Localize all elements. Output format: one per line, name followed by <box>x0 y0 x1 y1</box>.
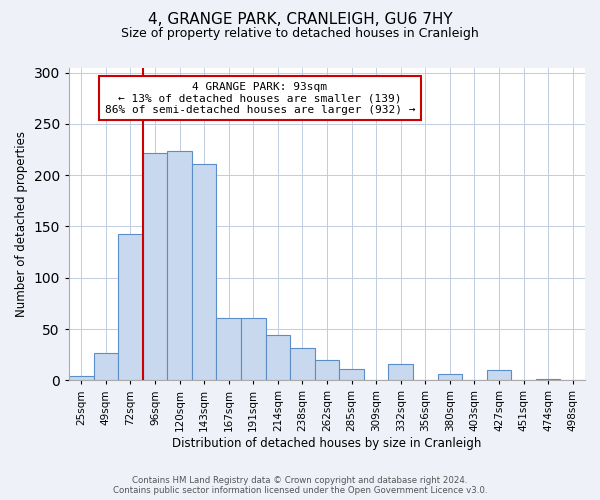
Bar <box>192 164 217 380</box>
Text: 4 GRANGE PARK: 93sqm
← 13% of detached houses are smaller (139)
86% of semi-deta: 4 GRANGE PARK: 93sqm ← 13% of detached h… <box>104 82 415 115</box>
Bar <box>437 374 462 380</box>
Bar <box>167 150 192 380</box>
Bar <box>339 369 364 380</box>
Bar <box>388 364 413 380</box>
Text: 4, GRANGE PARK, CRANLEIGH, GU6 7HY: 4, GRANGE PARK, CRANLEIGH, GU6 7HY <box>148 12 452 28</box>
Bar <box>266 335 290 380</box>
Bar <box>143 152 167 380</box>
X-axis label: Distribution of detached houses by size in Cranleigh: Distribution of detached houses by size … <box>172 437 482 450</box>
Text: Size of property relative to detached houses in Cranleigh: Size of property relative to detached ho… <box>121 28 479 40</box>
Bar <box>487 370 511 380</box>
Text: Contains HM Land Registry data © Crown copyright and database right 2024.
Contai: Contains HM Land Registry data © Crown c… <box>113 476 487 495</box>
Bar <box>217 318 241 380</box>
Bar <box>94 352 118 380</box>
Bar <box>241 318 266 380</box>
Bar <box>290 348 314 380</box>
Y-axis label: Number of detached properties: Number of detached properties <box>15 131 28 317</box>
Bar <box>118 234 143 380</box>
Bar <box>314 360 339 380</box>
Bar <box>69 376 94 380</box>
